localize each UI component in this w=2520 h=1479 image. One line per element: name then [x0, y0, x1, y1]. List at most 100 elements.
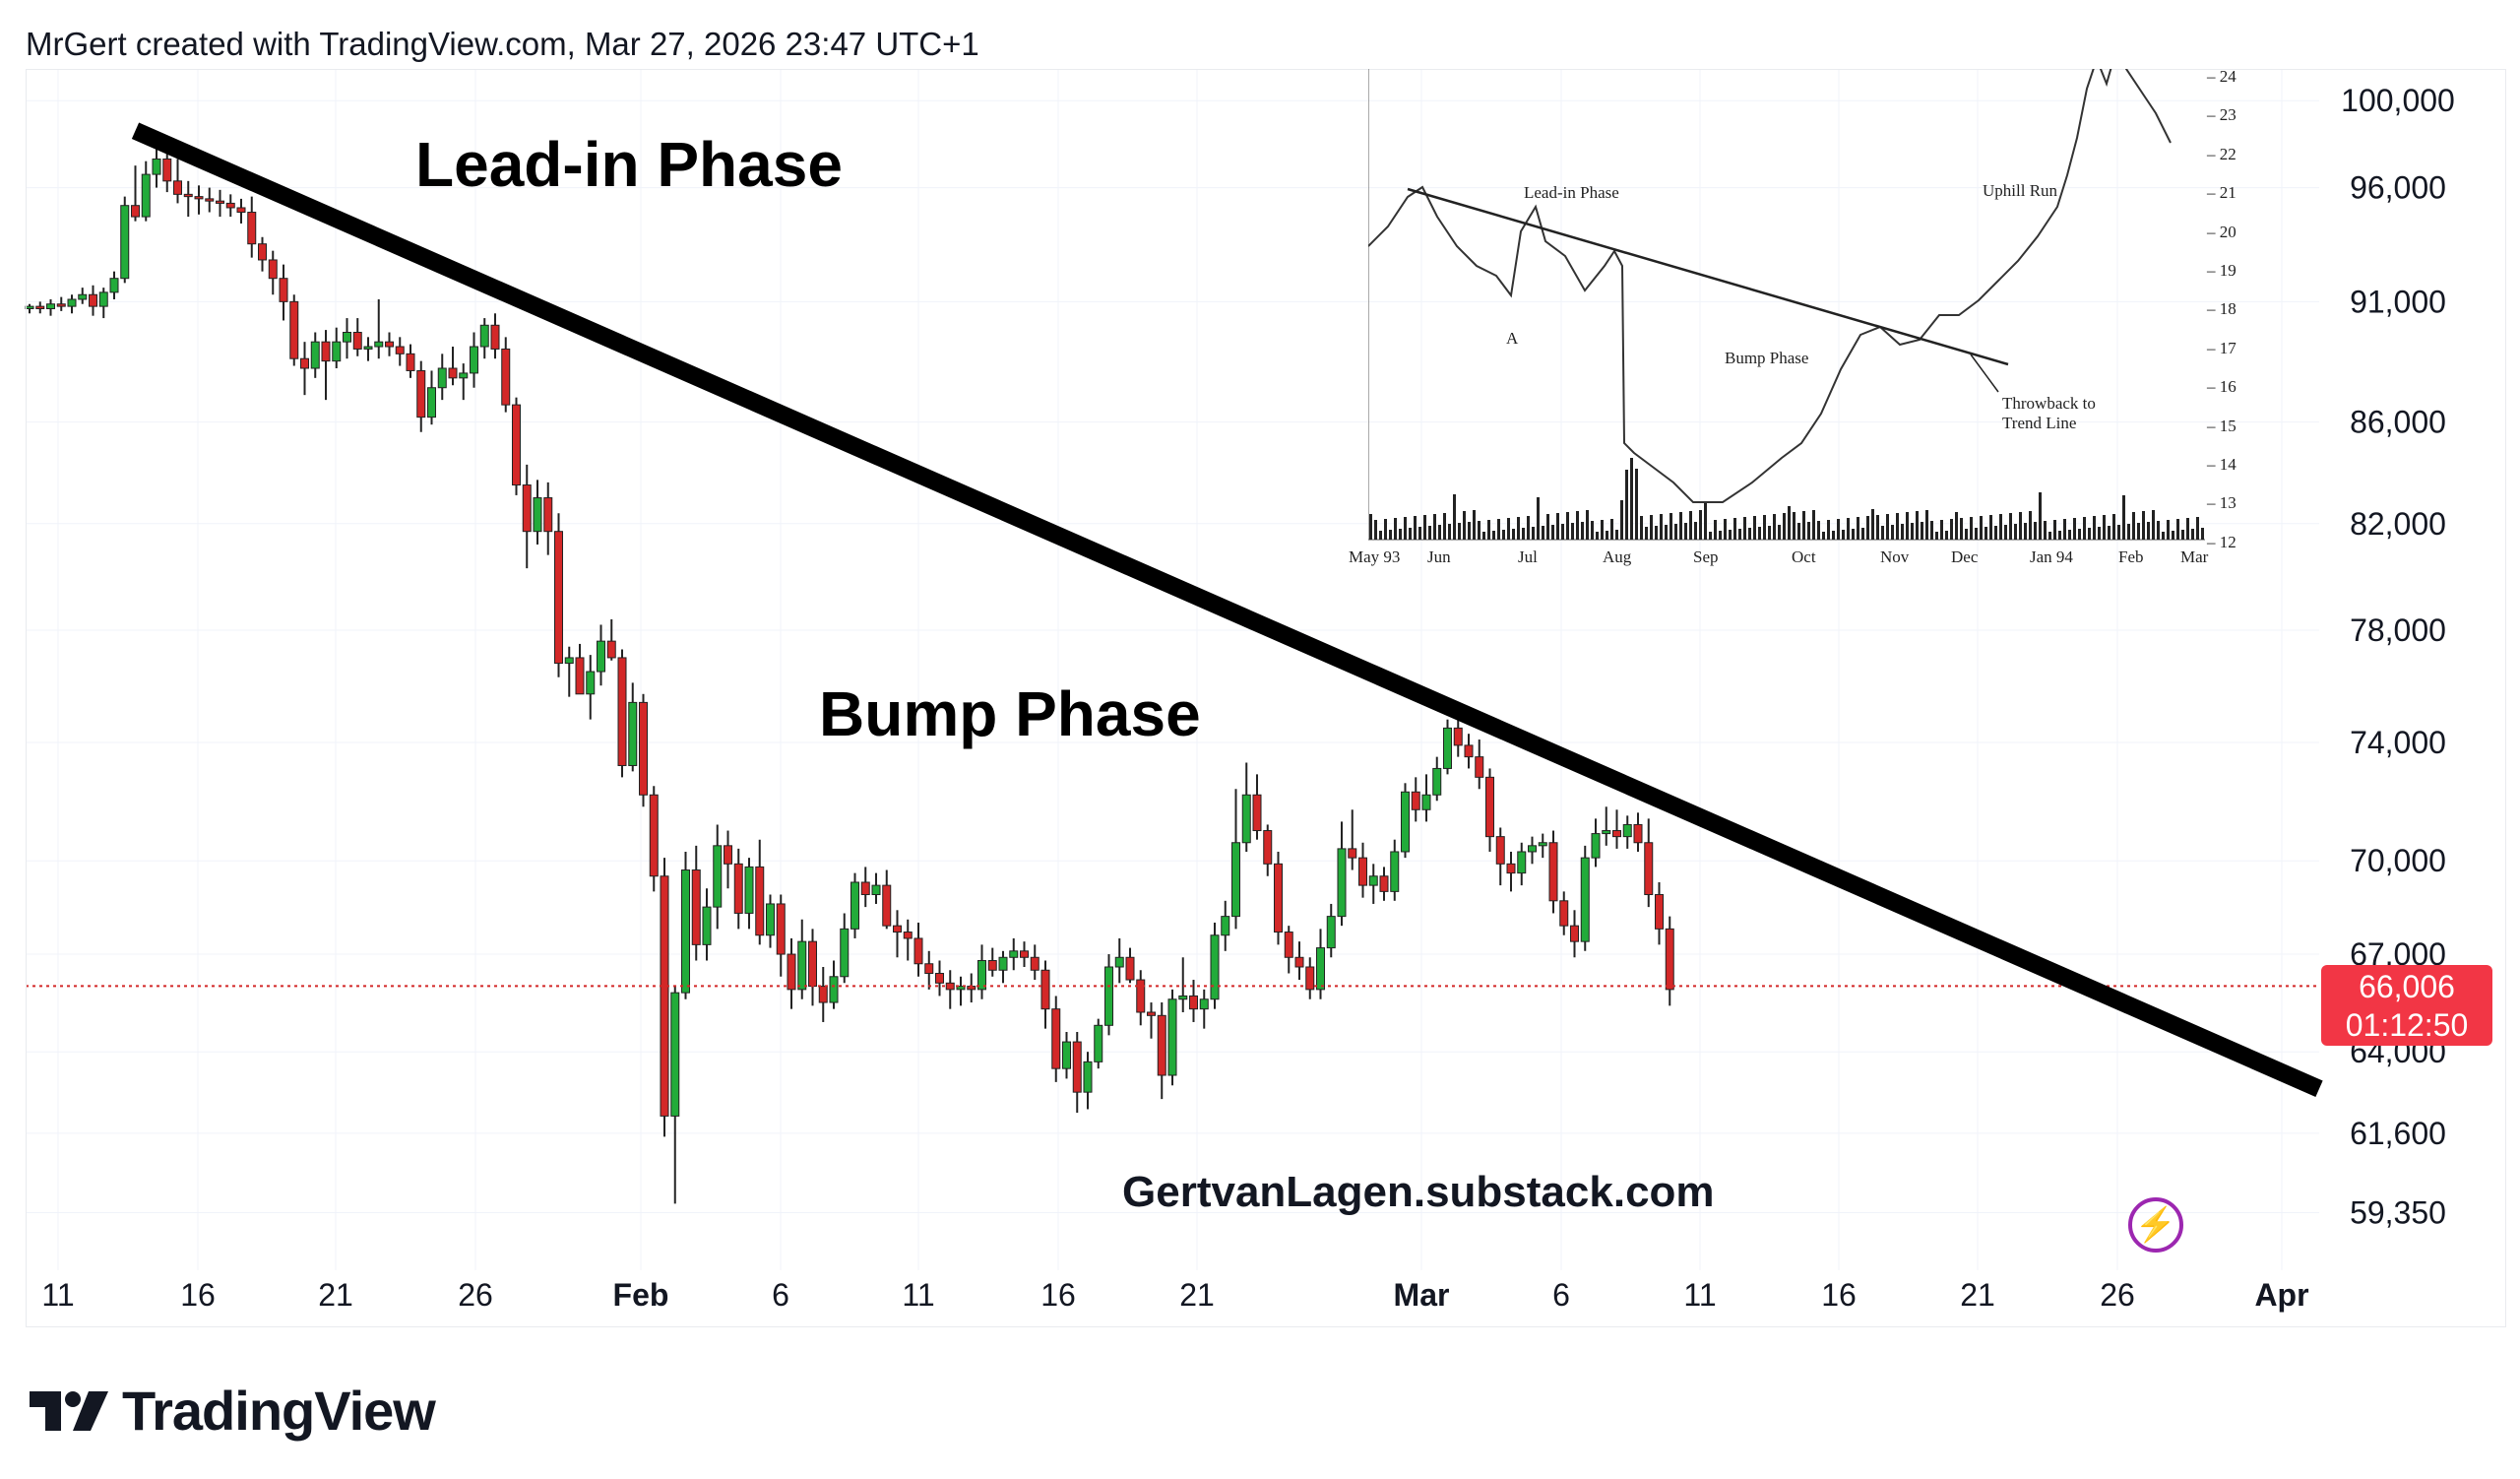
candle[interactable] [924, 950, 934, 990]
candle[interactable] [1199, 989, 1209, 1029]
candle[interactable] [1495, 827, 1505, 886]
candle[interactable] [543, 482, 553, 555]
candle[interactable] [352, 318, 362, 356]
candle[interactable] [1633, 812, 1643, 852]
candle[interactable] [1411, 777, 1420, 822]
candle[interactable] [1210, 922, 1220, 1009]
candle[interactable] [639, 693, 648, 807]
candle[interactable] [131, 165, 140, 222]
candle[interactable] [1051, 996, 1061, 1082]
candle[interactable] [385, 332, 394, 356]
candle[interactable] [225, 194, 235, 218]
candle[interactable] [628, 682, 638, 772]
candle[interactable] [660, 858, 669, 1137]
candle[interactable] [1189, 980, 1198, 1022]
candle[interactable] [247, 196, 257, 258]
candle[interactable] [977, 944, 986, 999]
candle[interactable] [606, 618, 616, 661]
candle[interactable] [1580, 845, 1590, 951]
candle[interactable] [691, 845, 701, 961]
candle[interactable] [501, 337, 511, 413]
candle[interactable] [490, 313, 500, 359]
candle[interactable] [56, 296, 66, 311]
candle[interactable] [987, 947, 997, 977]
candle[interactable] [1062, 1031, 1071, 1079]
candle[interactable] [268, 250, 278, 295]
candle[interactable] [279, 264, 288, 321]
tradingview-brand[interactable]: TradingView [30, 1379, 436, 1443]
candle[interactable] [787, 937, 796, 1009]
candle[interactable] [1665, 916, 1674, 1006]
candle[interactable] [1390, 839, 1400, 901]
candle[interactable] [1655, 881, 1664, 945]
candle[interactable] [1040, 960, 1050, 1029]
candle[interactable] [310, 332, 320, 378]
candle[interactable] [300, 342, 309, 396]
candle[interactable] [98, 288, 108, 319]
candle[interactable] [162, 152, 172, 193]
candle[interactable] [1368, 864, 1378, 904]
candle[interactable] [406, 344, 415, 378]
candle[interactable] [575, 643, 585, 695]
candle[interactable] [1104, 954, 1113, 1036]
candle[interactable] [1009, 937, 1019, 971]
candle[interactable] [1094, 1018, 1103, 1069]
candle[interactable] [437, 354, 447, 401]
candle[interactable] [1517, 842, 1527, 886]
candle[interactable] [89, 285, 97, 316]
candle[interactable] [586, 655, 596, 720]
candle[interactable] [670, 986, 680, 1204]
candle[interactable] [702, 888, 712, 961]
candle[interactable] [120, 196, 130, 284]
candle[interactable] [1337, 821, 1347, 927]
candle[interactable] [893, 910, 902, 958]
candle[interactable] [1612, 809, 1621, 849]
candle[interactable] [216, 189, 224, 218]
candle[interactable] [141, 161, 151, 222]
candle[interactable] [1157, 1002, 1166, 1100]
candle[interactable] [1147, 1002, 1156, 1039]
candle[interactable] [766, 894, 775, 948]
candle[interactable] [882, 869, 892, 930]
candle[interactable] [998, 950, 1008, 984]
trendline[interactable] [131, 122, 2323, 1097]
candle[interactable] [1559, 891, 1569, 935]
candle[interactable] [1622, 815, 1632, 849]
candle[interactable] [1114, 937, 1124, 984]
candle[interactable] [935, 960, 944, 997]
lightning-icon[interactable]: ⚡ [2128, 1197, 2183, 1253]
candle[interactable] [1432, 756, 1442, 802]
candle[interactable] [332, 327, 342, 369]
candle[interactable] [776, 894, 786, 977]
candle[interactable] [1326, 903, 1336, 958]
candle[interactable] [1316, 929, 1325, 999]
candle[interactable] [1167, 989, 1177, 1086]
candle[interactable] [744, 858, 754, 930]
candle[interactable] [818, 966, 828, 1022]
candle[interactable] [395, 337, 405, 366]
candle[interactable] [512, 397, 521, 495]
price-chart[interactable]: 100,000 96,000 91,000 86,000 82,000 78,000 74,… [0, 0, 2520, 1339]
candle[interactable] [416, 360, 426, 432]
candle[interactable] [1591, 818, 1601, 868]
candle[interactable] [681, 851, 690, 999]
candle[interactable] [173, 159, 182, 204]
candle[interactable] [649, 786, 659, 892]
candle[interactable] [205, 187, 215, 213]
candle[interactable] [1221, 900, 1230, 951]
candle[interactable] [1485, 768, 1494, 852]
candle[interactable] [1358, 842, 1367, 898]
candle[interactable] [914, 922, 923, 977]
candle[interactable] [533, 480, 542, 545]
candle[interactable] [733, 848, 743, 930]
candle[interactable] [1506, 851, 1516, 892]
candle[interactable] [1020, 941, 1029, 967]
candle[interactable] [597, 624, 605, 686]
candle[interactable] [448, 347, 458, 386]
candle[interactable] [871, 872, 881, 904]
candle[interactable] [840, 913, 850, 984]
candle[interactable] [564, 646, 574, 697]
candle[interactable] [427, 370, 436, 425]
candle[interactable] [1464, 734, 1474, 769]
candle[interactable] [374, 298, 384, 359]
